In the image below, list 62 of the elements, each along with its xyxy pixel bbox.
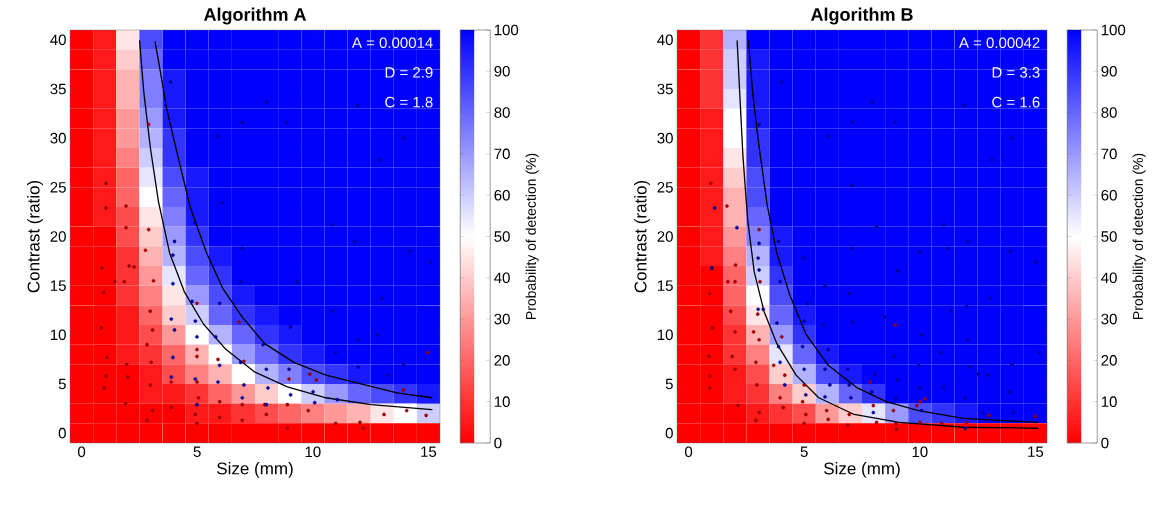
color-bar-label: 30 (1101, 313, 1117, 325)
x-tick-label: 5 (800, 446, 808, 457)
y-tick-label: 20 (50, 231, 66, 242)
y-tick-label: 10 (657, 329, 673, 341)
color-bar-label: 70 (494, 148, 510, 160)
x-tick-label: 5 (193, 446, 201, 457)
color-bar-label: 60 (1101, 189, 1117, 201)
color-bar-label: 0 (1101, 437, 1109, 449)
color-bar-label: 40 (494, 272, 510, 284)
x-axis-title: Size (mm) (824, 462, 900, 478)
y-tick-label: 15 (50, 280, 66, 291)
annotation: A = 0.00014 (351, 37, 433, 48)
color-bar-label: 70 (1101, 148, 1117, 160)
color-bar-label: 80 (1101, 107, 1117, 118)
color-bar-label: 30 (494, 313, 510, 325)
color-bar-label: 40 (1101, 272, 1117, 284)
color-bar-title: Probability of detection (%) (525, 153, 539, 319)
y-tick-label: 15 (657, 280, 673, 291)
y-tick-label: 5 (665, 378, 673, 390)
y-tick-label: 35 (50, 83, 66, 95)
y-tick-label: 10 (50, 329, 66, 341)
y-tick-label: 30 (657, 132, 673, 144)
annotation: C = 1.6 (992, 96, 1040, 108)
color-bar-label: 20 (1101, 355, 1117, 366)
color-bar-label: 60 (494, 189, 510, 201)
y-tick-label: 0 (58, 427, 66, 439)
y-tick-label: 0 (665, 427, 673, 439)
chart-title: Algorithm B (810, 7, 913, 25)
x-tick-label: 15 (421, 446, 437, 457)
y-tick-label: 30 (50, 132, 66, 144)
color-bar-title: Probability of detection (%) (1132, 153, 1146, 319)
color-bar-label: 10 (1101, 396, 1117, 407)
color-bar-label: 100 (1101, 24, 1126, 36)
y-tick-label: 20 (657, 231, 673, 242)
y-tick-label: 25 (50, 182, 66, 193)
x-tick-label: 15 (1028, 446, 1044, 457)
annotation: D = 2.9 (385, 67, 433, 78)
x-tick-label: 10 (912, 446, 928, 458)
x-axis-title: Size (mm) (217, 462, 293, 478)
annotation: A = 0.00042 (958, 37, 1040, 48)
x-tick-label: 10 (305, 446, 321, 458)
x-tick-label: 0 (77, 446, 86, 458)
color-bar-label: 20 (494, 355, 510, 366)
color-bar-label: 80 (494, 107, 510, 118)
color-bar-label: 0 (494, 437, 502, 449)
y-tick-label: 40 (657, 34, 673, 46)
color-bar-label: 10 (494, 396, 510, 407)
color-bar-label: 90 (494, 65, 510, 77)
y-tick-label: 40 (50, 34, 66, 46)
color-bar-label: 90 (1101, 65, 1117, 77)
y-axis-title: Contrast (ratio) (27, 180, 43, 293)
color-bar-label: 50 (1101, 231, 1117, 242)
x-tick-label: 0 (684, 446, 693, 458)
y-tick-label: 35 (657, 83, 673, 95)
annotation: C = 1.8 (385, 96, 433, 108)
y-tick-label: 25 (657, 182, 673, 193)
color-bar-label: 100 (494, 24, 519, 36)
chart-title: Algorithm A (203, 7, 307, 25)
annotation: D = 3.3 (992, 67, 1040, 78)
color-bar-label: 50 (494, 231, 510, 242)
y-axis-title: Contrast (ratio) (634, 180, 650, 293)
y-tick-label: 5 (58, 378, 66, 390)
